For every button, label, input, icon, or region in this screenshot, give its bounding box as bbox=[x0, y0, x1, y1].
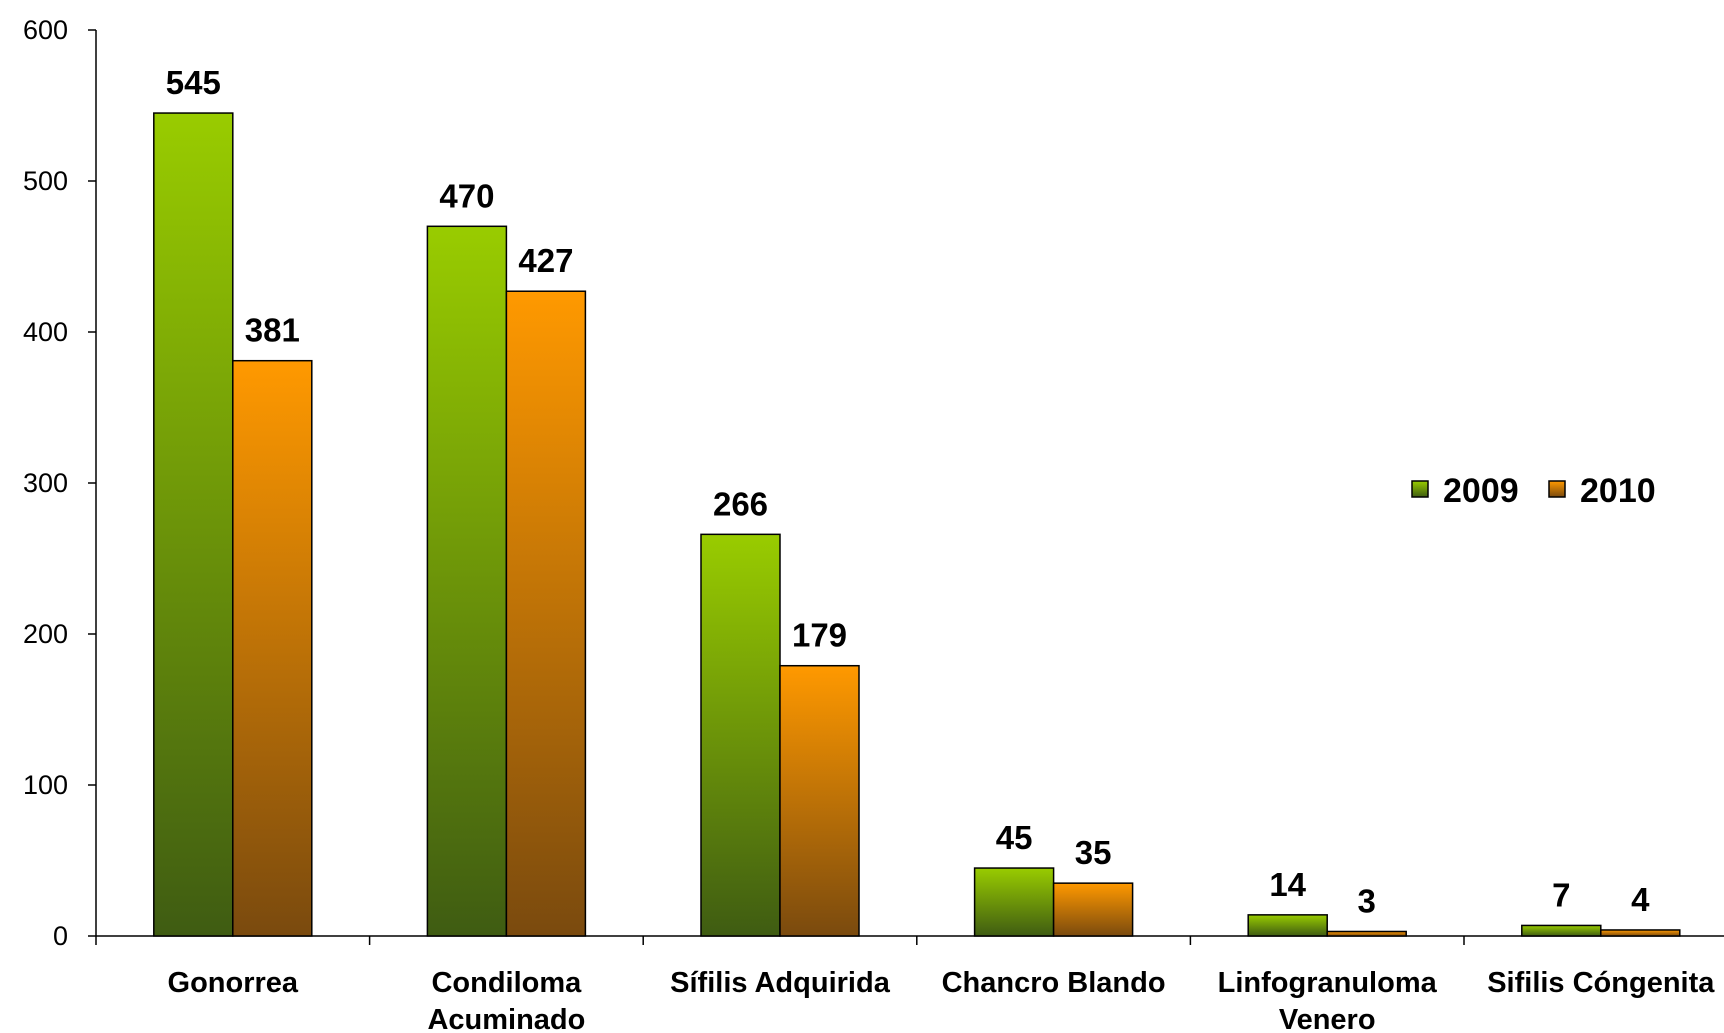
y-tick-label: 600 bbox=[23, 15, 68, 45]
x-tick-label: Gonorrea bbox=[168, 967, 299, 999]
legend-label: 2010 bbox=[1580, 472, 1656, 510]
bar-2009-2 bbox=[700, 533, 781, 937]
x-tick-label: Sífilis Adquirida bbox=[670, 967, 891, 999]
bar-2009-1 bbox=[426, 225, 508, 937]
bar-2010-5 bbox=[1600, 929, 1681, 937]
x-tick-label: Chancro Blando bbox=[942, 967, 1166, 999]
x-tick-label: Condiloma Acuminado bbox=[427, 967, 585, 1033]
data-label: 45 bbox=[996, 819, 1033, 856]
bar-2009-5 bbox=[1521, 924, 1602, 937]
data-label: 35 bbox=[1075, 834, 1112, 871]
bar-2010-0 bbox=[232, 359, 313, 937]
bar-2009-3 bbox=[973, 867, 1055, 937]
y-tick-label: 100 bbox=[23, 770, 68, 800]
y-tick-label: 200 bbox=[23, 619, 68, 649]
y-tick-label: 400 bbox=[23, 317, 68, 347]
y-tick-label: 500 bbox=[23, 166, 68, 196]
x-tick-label: Sifilis Cóngenita bbox=[1487, 967, 1715, 999]
legend-swatch bbox=[1411, 480, 1429, 498]
bar-2010-3 bbox=[1052, 882, 1134, 937]
data-label: 470 bbox=[439, 177, 494, 214]
bars bbox=[153, 112, 1681, 937]
legend-label: 2009 bbox=[1443, 472, 1519, 510]
data-label: 427 bbox=[518, 242, 573, 279]
x-tick-label: Linfogranuloma Venero bbox=[1218, 967, 1438, 1033]
data-labels: 545 470 266 45 14 7 381 427 179 35 3 4 bbox=[166, 64, 1650, 919]
axes: 0 100 200 300 400 500 600 Gonorrea Condiloma Acum… bbox=[23, 15, 1724, 1033]
data-label: 14 bbox=[1269, 866, 1306, 903]
data-label: 179 bbox=[792, 617, 847, 654]
legend: 2009 2010 bbox=[1411, 472, 1656, 510]
bar-2009-0 bbox=[153, 112, 234, 937]
data-label: 381 bbox=[245, 312, 300, 349]
data-label: 3 bbox=[1358, 882, 1376, 919]
data-label: 266 bbox=[713, 485, 768, 522]
legend-swatch bbox=[1548, 480, 1566, 498]
data-label: 545 bbox=[166, 64, 221, 101]
data-label: 7 bbox=[1552, 876, 1570, 913]
data-label: 4 bbox=[1631, 881, 1650, 918]
bar-2010-4 bbox=[1326, 930, 1407, 937]
y-tick-label: 300 bbox=[23, 468, 68, 498]
bar-2009-4 bbox=[1247, 914, 1328, 937]
bar-2010-1 bbox=[505, 290, 587, 937]
y-tick-label: 0 bbox=[53, 921, 68, 951]
bar-2010-2 bbox=[779, 664, 860, 937]
